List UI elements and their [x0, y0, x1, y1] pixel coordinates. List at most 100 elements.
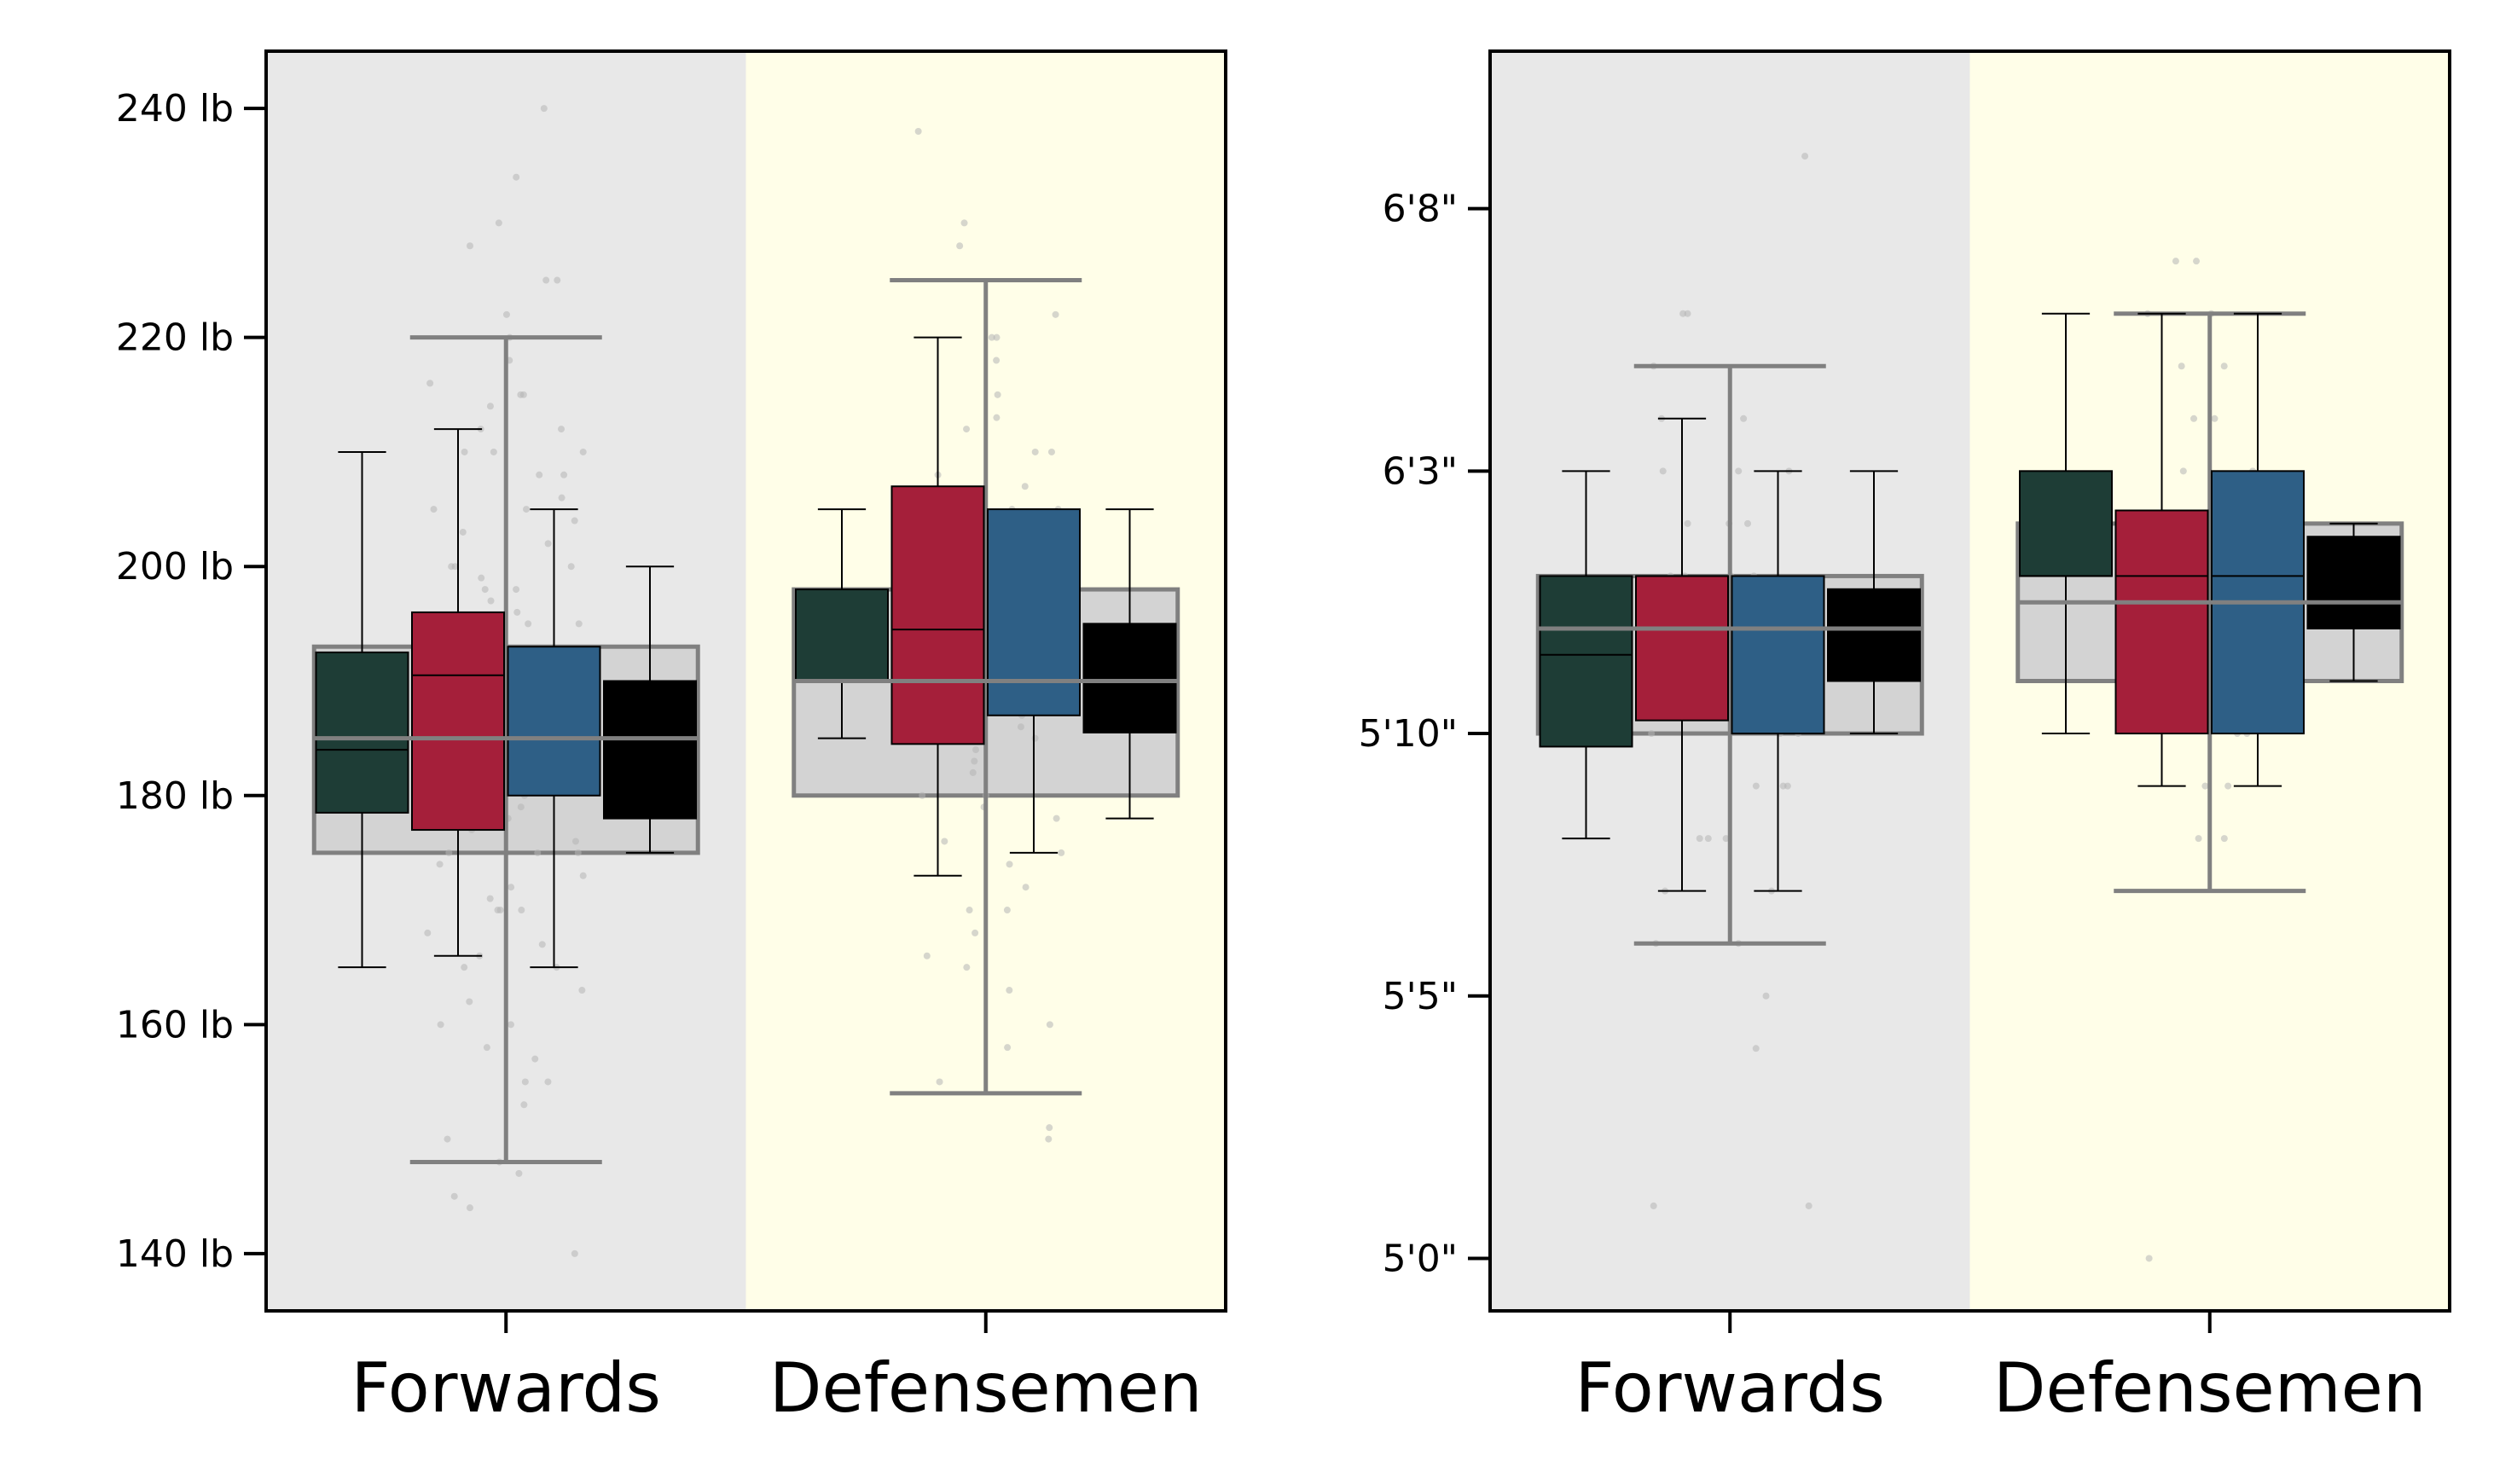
scatter-point	[1752, 1045, 1760, 1052]
axes-frame	[264, 49, 1227, 1313]
scatter-point	[451, 563, 459, 571]
scatter-point	[1045, 1135, 1053, 1143]
scatter-point	[481, 586, 489, 594]
scatter-point	[519, 391, 527, 398]
scatter-point	[2193, 258, 2201, 265]
series-box-3	[1082, 623, 1177, 733]
scatter-point	[445, 849, 453, 856]
scatter-point	[540, 105, 548, 113]
y-tick-label: 5'0"	[1383, 1237, 1458, 1280]
scatter-point	[1017, 723, 1024, 731]
scatter-point	[554, 276, 561, 284]
scatter-point	[1053, 814, 1060, 822]
scatter-point	[1740, 414, 1748, 422]
y-tick-label: 5'10"	[1359, 712, 1458, 756]
scatter-point	[2178, 362, 2185, 370]
scatter-point	[936, 1078, 943, 1086]
scatter-point	[459, 528, 467, 536]
scatter-point	[1684, 519, 1691, 527]
scatter-point	[517, 803, 525, 811]
scatter-point	[2195, 835, 2202, 843]
scatter-point	[1696, 835, 1703, 843]
scatter-point	[1735, 467, 1743, 475]
scatter-point	[941, 838, 948, 845]
scatter-point	[495, 219, 502, 227]
scatter-point	[478, 574, 485, 582]
axes-frame	[1488, 49, 2451, 1313]
scatter-point	[466, 998, 473, 1006]
height-chart-panel: 5'0" 5'5" 5'10" 6'3" 6'8" Forwards Defensemen	[1359, 49, 2451, 1428]
scatter-point	[1648, 730, 1656, 738]
scatter-point	[1684, 310, 1691, 317]
series-box-2	[507, 646, 601, 797]
scatter-point	[2190, 414, 2198, 422]
scatter-point	[542, 276, 550, 284]
scatter-point	[520, 1101, 528, 1109]
scatter-point	[578, 987, 586, 994]
scatter-point	[1779, 782, 1787, 790]
scatter-point	[571, 838, 579, 845]
scatter-point	[994, 391, 1001, 398]
scatter-point	[1046, 1124, 1053, 1132]
scatter-point	[2211, 414, 2218, 422]
scatter-point	[444, 1135, 451, 1143]
series-box-0	[2019, 470, 2113, 577]
y-tick-label: 240 lb	[116, 87, 234, 130]
scatter-point	[960, 219, 968, 227]
y-tick-label: 6'3"	[1383, 449, 1458, 493]
scatter-point	[538, 941, 546, 948]
series-box-0	[1539, 575, 1633, 748]
scatter-point	[508, 884, 515, 891]
series-box-1	[890, 485, 985, 745]
y-tick-label: 5'5"	[1383, 975, 1458, 1018]
scatter-point	[963, 964, 971, 971]
scatter-point	[919, 791, 926, 799]
scatter-point	[424, 929, 432, 936]
y-tick-label: 220 lb	[116, 316, 234, 360]
scatter-point	[972, 746, 980, 754]
scatter-point	[525, 620, 532, 628]
scatter-point	[956, 242, 964, 250]
scatter-point	[1659, 467, 1667, 475]
scatter-point	[1031, 448, 1039, 455]
scatter-point	[436, 861, 444, 868]
scatter-point	[575, 620, 583, 628]
scatter-point	[513, 173, 520, 181]
scatter-point	[1004, 1044, 1012, 1052]
series-box-0	[795, 588, 889, 682]
series-box-2	[1731, 575, 1825, 735]
scatter-point	[523, 506, 531, 513]
scatter-point	[571, 517, 578, 525]
scatter-point	[914, 127, 922, 135]
scatter-point	[426, 380, 434, 387]
scatter-point	[544, 1078, 552, 1086]
scatter-point	[483, 1044, 490, 1052]
scatter-point	[988, 333, 995, 341]
y-tick-label: 180 lb	[116, 774, 234, 818]
x-category-label: Forwards	[351, 1348, 661, 1428]
scatter-point	[923, 952, 931, 959]
scatter-point	[1058, 849, 1065, 856]
scatter-point	[490, 448, 497, 455]
scatter-point	[1744, 519, 1752, 527]
scatter-point	[1022, 884, 1030, 891]
scatter-point	[571, 1249, 578, 1257]
scatter-point	[2201, 782, 2209, 790]
scatter-point	[502, 310, 510, 318]
scatter-point	[1006, 861, 1013, 868]
scatter-point	[544, 540, 552, 548]
scatter-point	[560, 471, 568, 478]
scatter-point	[2179, 467, 2187, 475]
scatter-point	[1003, 907, 1011, 914]
weight-chart-panel: 140 lb 160 lb 180 lb 200 lb 220 lb 240 lb Forw…	[116, 49, 1227, 1428]
scatter-point	[1704, 835, 1712, 843]
scatter-point	[430, 506, 438, 513]
scatter-point	[466, 1204, 473, 1212]
scatter-point	[496, 907, 504, 914]
scatter-point	[486, 403, 494, 410]
scatter-point	[515, 1169, 523, 1177]
y-tick-label: 200 lb	[116, 545, 234, 588]
scatter-point	[513, 608, 521, 616]
series-box-0	[315, 651, 409, 814]
